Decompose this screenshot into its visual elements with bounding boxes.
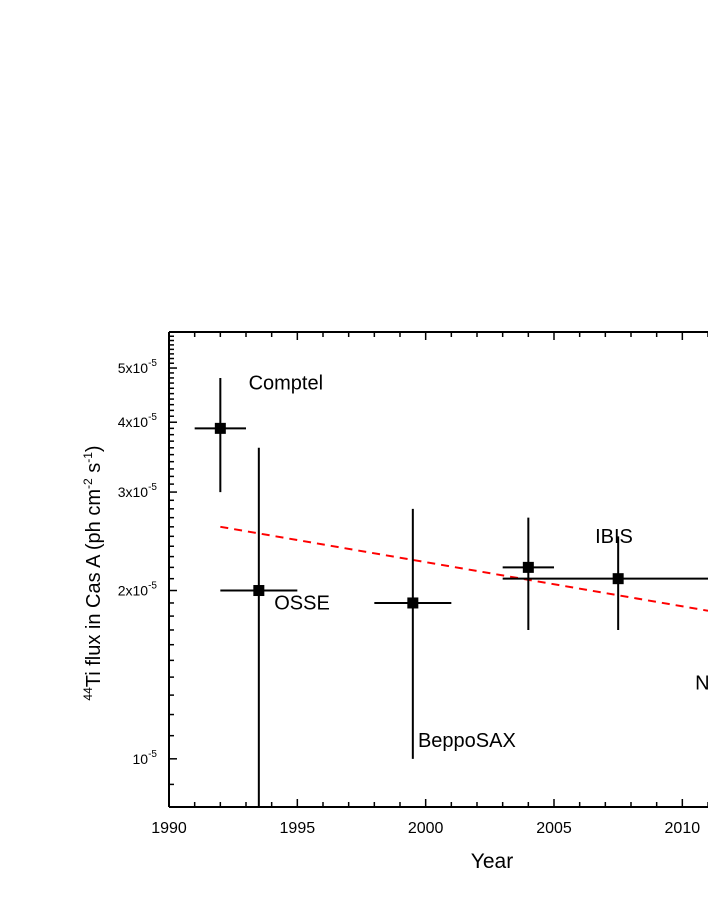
y-axis-label: 44Ti flux in Cas A (ph cm-2 s-1) — [81, 445, 105, 700]
y-tick-label: 4x10-5 — [118, 412, 158, 430]
annotation-label: Comptel — [249, 372, 323, 394]
data-point — [612, 573, 624, 585]
annotation-label: IBIS — [595, 526, 633, 548]
data-point — [214, 422, 226, 434]
y-tick-label: 2x10-5 — [118, 581, 158, 599]
fit-line-group — [220, 525, 708, 612]
annotations: Comptel OSSE BeppoSAX IBIS N — [249, 372, 708, 752]
x-tick-label: 2000 — [408, 820, 444, 837]
y-tick-label: 3x10-5 — [118, 482, 158, 500]
annotation-label: OSSE — [274, 592, 330, 614]
y-axis-label-end: ) — [83, 445, 105, 452]
y-tick-label: 10-5 — [133, 749, 158, 767]
annotation-label: N — [695, 673, 708, 695]
data-point — [407, 597, 419, 609]
data-point — [253, 585, 265, 597]
y-axis-label-sup2: -1 — [81, 452, 95, 463]
x-tick-label: 1990 — [151, 820, 187, 837]
annotation-label: BeppoSAX — [418, 730, 516, 752]
x-tick-label: 1995 — [280, 820, 316, 837]
data-markers — [214, 422, 624, 609]
fit-line — [220, 525, 708, 612]
y-tick-label: 5x10-5 — [118, 358, 158, 376]
x-axis-label: Year — [471, 850, 513, 873]
y-axis-label-main: Ti flux in Cas A (ph cm — [83, 489, 105, 687]
data-point — [522, 561, 534, 573]
y-axis-label-isotope: 44 — [81, 687, 95, 701]
x-tick-label: 2010 — [665, 820, 701, 837]
y-axis-label-sup1: -2 — [81, 478, 95, 489]
y-axis-label-mid: s — [83, 463, 105, 479]
x-tick-label: 2005 — [536, 820, 572, 837]
